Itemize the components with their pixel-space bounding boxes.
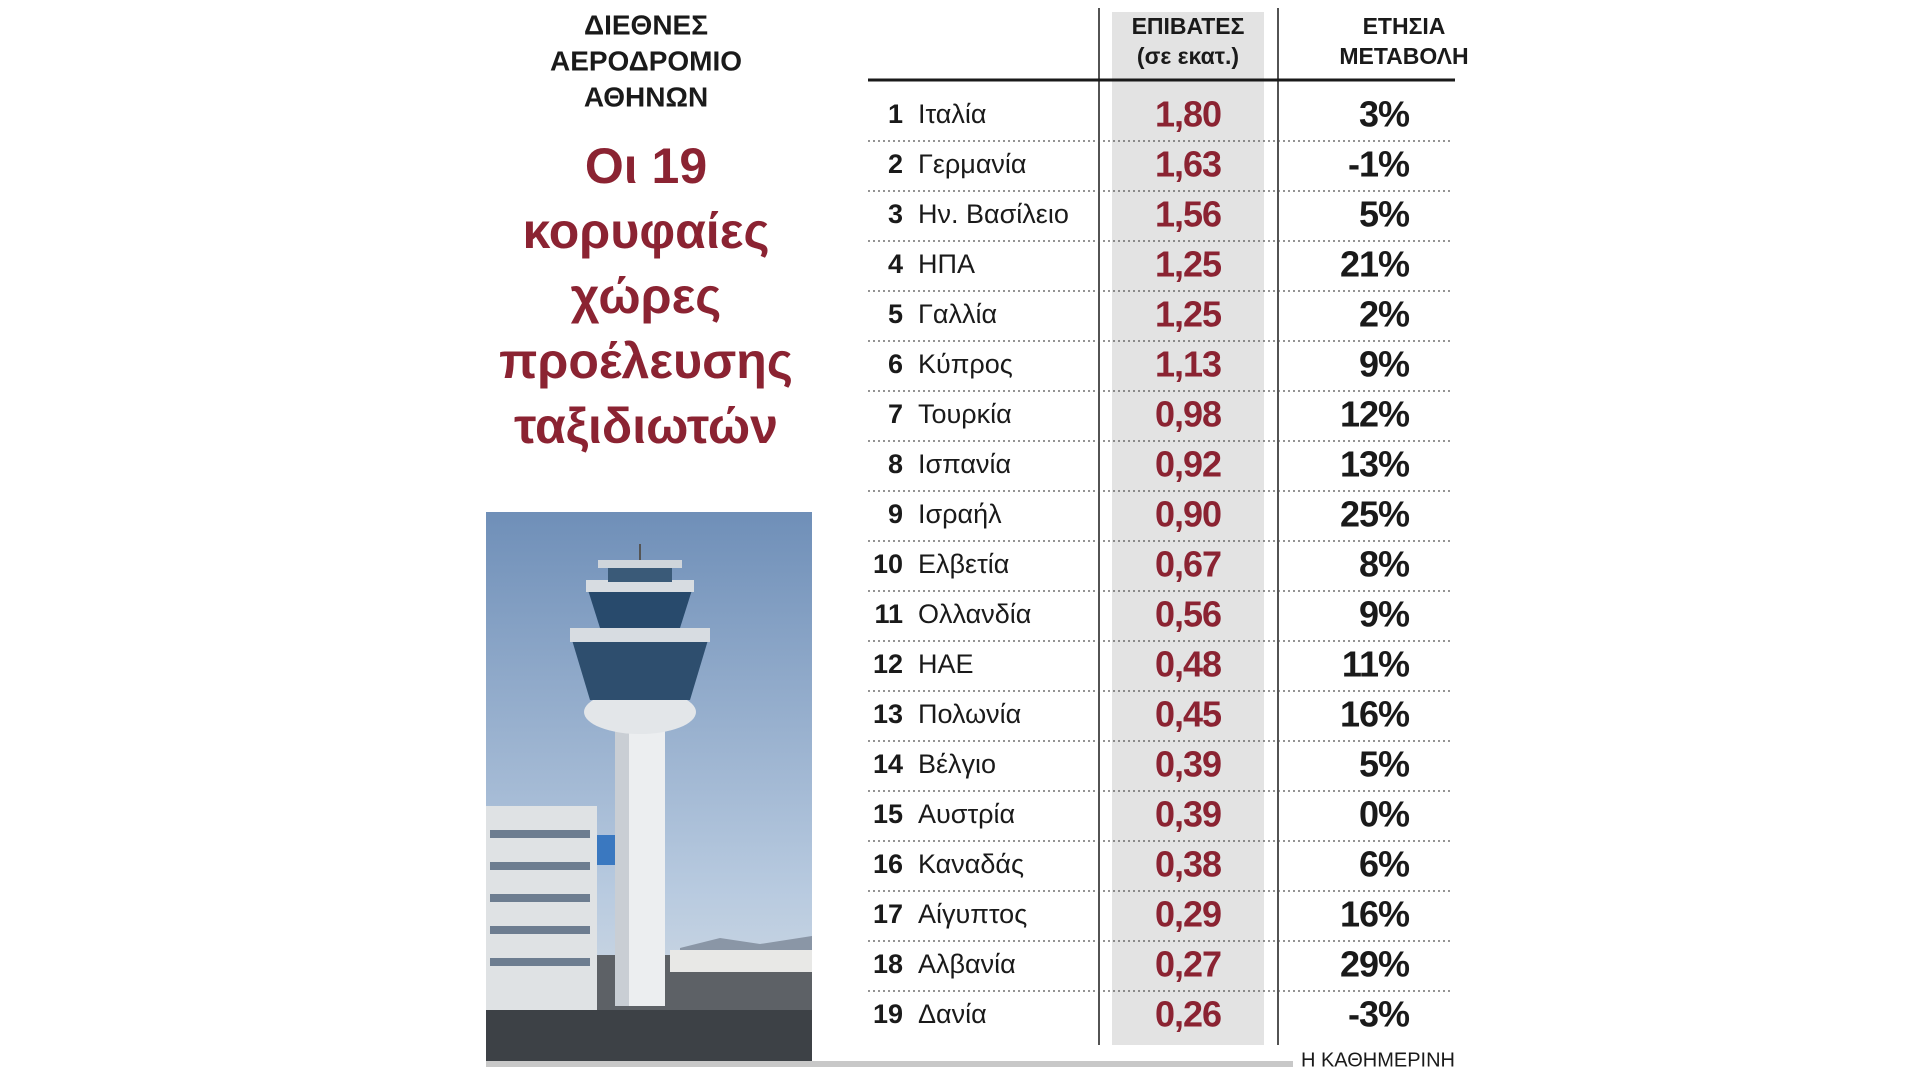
passengers: 0,45 — [1155, 694, 1222, 735]
country: Βέλγιο — [918, 749, 996, 779]
annual-change: 21% — [1340, 244, 1410, 285]
country: Ιταλία — [918, 99, 987, 129]
country: Ελβετία — [918, 549, 1009, 579]
passengers: 1,25 — [1155, 294, 1222, 335]
photo — [486, 512, 812, 1061]
rank: 11 — [874, 599, 903, 629]
country: Αυστρία — [918, 799, 1015, 829]
passengers: 0,39 — [1155, 794, 1221, 835]
annual-change: -1% — [1348, 144, 1410, 185]
rank: 5 — [888, 299, 903, 329]
rank: 14 — [873, 749, 903, 779]
country: Αίγυπτος — [918, 899, 1027, 929]
annual-change: 9% — [1359, 344, 1410, 385]
headline: Οι 19 — [585, 138, 707, 194]
country: Ολλανδία — [918, 599, 1031, 629]
annual-change: 3% — [1359, 94, 1410, 135]
rank: 9 — [888, 499, 903, 529]
annual-change: 5% — [1359, 194, 1410, 235]
country: ΗΑΕ — [918, 649, 974, 679]
column-header: ΜΕΤΑΒΟΛΗ — [1339, 43, 1468, 69]
rank: 16 — [873, 849, 903, 879]
rank: 10 — [873, 549, 903, 579]
headline: προέλευσης — [499, 333, 793, 389]
annual-change: 11% — [1342, 644, 1410, 685]
annual-change: 12% — [1340, 394, 1410, 435]
annual-change: 6% — [1359, 844, 1410, 885]
annual-change: 5% — [1359, 744, 1410, 785]
country: Κύπρος — [918, 349, 1013, 379]
passengers: 0,67 — [1155, 544, 1221, 585]
column-header: ΕΤΗΣΙΑ — [1363, 13, 1446, 39]
passengers: 0,90 — [1155, 494, 1221, 535]
passengers: 0,56 — [1155, 594, 1221, 635]
column-header: (σε εκατ.) — [1137, 43, 1239, 69]
passengers: 0,38 — [1155, 844, 1221, 885]
passengers: 0,39 — [1155, 744, 1221, 785]
rank: 12 — [873, 649, 903, 679]
annual-change: 29% — [1340, 944, 1410, 985]
country: Γαλλία — [918, 299, 997, 329]
source: Η ΚΑΘΗΜΕΡΙΝΗ — [1301, 1049, 1455, 1071]
passengers: 1,13 — [1155, 344, 1221, 385]
bottom-bar — [486, 1061, 1293, 1067]
kicker: ΑΘΗΝΩΝ — [584, 81, 708, 112]
annual-change: 9% — [1359, 594, 1410, 635]
headline: ταξιδιωτών — [514, 398, 778, 454]
annual-change: 8% — [1359, 544, 1410, 585]
country: Δανία — [918, 999, 987, 1029]
annual-change: 16% — [1340, 694, 1410, 735]
passengers: 0,92 — [1155, 444, 1221, 485]
country: Πολωνία — [918, 699, 1021, 729]
passengers: 0,27 — [1155, 944, 1221, 985]
country: Ισραήλ — [918, 499, 1002, 529]
rank: 15 — [873, 799, 903, 829]
country: Καναδάς — [918, 849, 1024, 879]
rank: 7 — [888, 399, 903, 429]
country: Ισπανία — [918, 449, 1011, 479]
rank: 19 — [873, 999, 903, 1029]
kicker: ΔΙΕΘΝΕΣ — [584, 9, 708, 40]
country: Ην. Βασίλειο — [918, 199, 1069, 229]
headline: κορυφαίες — [523, 203, 770, 259]
rank: 4 — [888, 249, 903, 279]
annual-change: 16% — [1340, 894, 1410, 935]
rank: 13 — [873, 699, 903, 729]
annual-change: -3% — [1348, 994, 1410, 1035]
rank: 2 — [888, 149, 903, 179]
country: ΗΠΑ — [918, 249, 975, 279]
passengers: 1,56 — [1155, 194, 1221, 235]
annual-change: 13% — [1340, 444, 1410, 485]
kicker: ΑΕΡΟΔΡΟΜΙΟ — [550, 45, 742, 76]
country: Τουρκία — [918, 399, 1012, 429]
passengers: 1,63 — [1155, 144, 1221, 185]
rank: 8 — [888, 449, 903, 479]
passengers: 1,25 — [1155, 244, 1222, 285]
country: Αλβανία — [918, 949, 1016, 979]
annual-change: 2% — [1359, 294, 1410, 335]
passengers: 1,80 — [1155, 94, 1221, 135]
passengers: 0,26 — [1155, 994, 1221, 1035]
rank: 18 — [873, 949, 903, 979]
rank: 3 — [888, 199, 903, 229]
column-shade — [1112, 12, 1264, 1045]
passengers: 0,98 — [1155, 394, 1221, 435]
annual-change: 0% — [1359, 794, 1410, 835]
rank: 6 — [888, 349, 903, 379]
passengers: 0,29 — [1155, 894, 1221, 935]
passengers: 0,48 — [1155, 644, 1221, 685]
country: Γερμανία — [918, 149, 1027, 179]
column-header: ΕΠΙΒΑΤΕΣ — [1132, 13, 1245, 39]
rank: 17 — [873, 899, 903, 929]
rank: 1 — [888, 99, 903, 129]
headline: χώρες — [571, 268, 722, 324]
annual-change: 25% — [1340, 494, 1410, 535]
